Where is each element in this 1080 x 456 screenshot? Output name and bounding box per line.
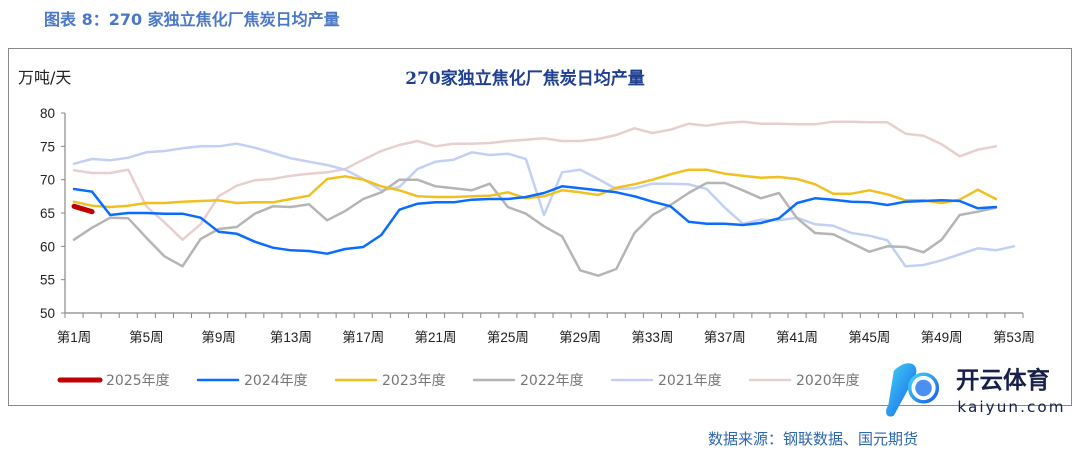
y-tick-label: 60 — [40, 239, 55, 254]
x-tick-label: 第1周 — [57, 329, 92, 345]
legend-label-2021: 2021年度 — [658, 373, 722, 389]
series-line-2025 — [71, 203, 95, 215]
x-tick-label: 第29周 — [559, 329, 601, 345]
data-source-note: 数据来源：钢联数据、国元期货 — [708, 430, 919, 448]
series-line-2020 — [72, 120, 998, 241]
legend-label-2020: 2020年度 — [796, 373, 860, 389]
x-tick-label: 第25周 — [487, 329, 529, 345]
legend-label-2025: 2025年度 — [106, 373, 170, 389]
x-tick-label: 第49周 — [921, 329, 963, 345]
x-tick-label: 第41周 — [776, 329, 818, 345]
series-line-2023 — [72, 168, 998, 209]
figure-title: 图表 8：270 家独立焦化厂焦炭日均产量 — [44, 10, 340, 29]
legend-label-2023: 2023年度 — [382, 373, 446, 389]
x-tick-label: 第53周 — [993, 329, 1035, 345]
x-tick-label: 第21周 — [415, 329, 457, 345]
y-tick-label: 70 — [40, 173, 55, 188]
x-tick-label: 第37周 — [704, 329, 746, 345]
legend-label-2024: 2024年度 — [244, 373, 308, 389]
chart-frame — [8, 48, 1072, 406]
y-tick-label: 65 — [40, 206, 55, 221]
y-tick-label: 55 — [40, 273, 55, 288]
x-tick-label: 第13周 — [270, 329, 312, 345]
y-tick-label: 50 — [40, 306, 55, 321]
x-tick-label: 第45周 — [848, 329, 890, 345]
y-tick-label: 80 — [40, 106, 55, 121]
x-tick-label: 第17周 — [342, 329, 384, 345]
y-axis-unit-label: 万吨/天 — [18, 68, 72, 87]
series-line-2021 — [72, 142, 1016, 268]
watermark-logo: 开云体育 kaiyun.com — [886, 363, 1065, 417]
y-tick-label: 75 — [40, 139, 55, 154]
x-tick-label: 第5周 — [129, 329, 164, 345]
series-line-2024 — [72, 185, 998, 255]
x-tick-label: 第9周 — [201, 329, 236, 345]
chart-title: 270家独立焦化厂焦炭日均产量 — [405, 69, 645, 89]
x-tick-label: 第33周 — [631, 329, 673, 345]
svg-text:kaiyun.com: kaiyun.com — [957, 398, 1065, 416]
svg-text:开云体育: 开云体育 — [956, 366, 1050, 394]
series-line-2022 — [72, 178, 998, 277]
legend-label-2022: 2022年度 — [520, 373, 584, 389]
